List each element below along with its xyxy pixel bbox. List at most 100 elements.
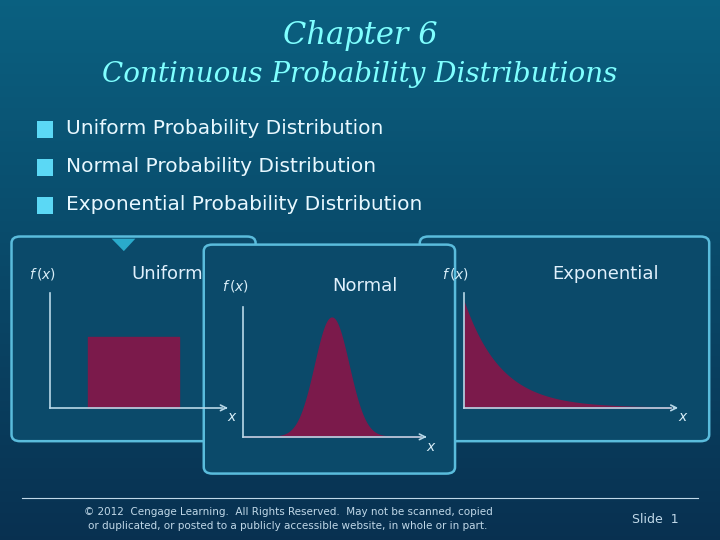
Bar [0, 57, 720, 59]
Bar [0, 80, 720, 82]
Bar [0, 188, 720, 190]
Bar [0, 498, 720, 500]
Bar [0, 266, 720, 268]
Bar [0, 89, 720, 91]
Bar [0, 261, 720, 264]
Bar [0, 344, 720, 346]
Bar [0, 363, 720, 365]
Bar [0, 181, 720, 184]
Bar [0, 411, 720, 414]
Bar [0, 171, 720, 173]
Bar [0, 319, 720, 321]
Bar [0, 401, 720, 403]
Bar [0, 399, 720, 401]
Bar [0, 417, 720, 420]
Bar [0, 74, 720, 76]
Bar [0, 274, 720, 276]
Bar [0, 40, 720, 42]
Bar [0, 338, 720, 340]
Bar [0, 487, 720, 489]
Bar [0, 403, 720, 405]
Bar [0, 441, 720, 443]
Bar [0, 369, 720, 372]
Bar [0, 308, 720, 310]
Bar [0, 93, 720, 95]
Bar [0, 173, 720, 175]
Bar [0, 230, 720, 232]
Bar [0, 323, 720, 325]
Bar [0, 82, 720, 84]
Bar [0, 303, 720, 306]
Text: Exponential: Exponential [552, 265, 659, 282]
Bar [0, 61, 720, 63]
Bar [0, 105, 720, 107]
Bar [0, 255, 720, 258]
Bar [0, 384, 720, 386]
Text: Normal: Normal [332, 276, 397, 295]
Bar [0, 306, 720, 308]
Bar [0, 477, 720, 479]
Text: $f\,(x)$: $f\,(x)$ [442, 266, 469, 282]
Bar [0, 65, 720, 68]
Bar [0, 525, 720, 528]
Bar [0, 237, 720, 238]
Bar [0, 420, 720, 422]
Bar [0, 133, 720, 135]
Bar [0, 12, 720, 15]
Bar [0, 331, 720, 333]
Bar [0, 30, 720, 32]
Bar [0, 407, 720, 409]
Bar [0, 102, 720, 103]
Bar [0, 350, 720, 352]
Bar [0, 312, 720, 314]
Bar [0, 68, 720, 70]
Bar [0, 186, 720, 188]
Text: © 2012  Cengage Learning.  All Rights Reserved.  May not be scanned, copied: © 2012 Cengage Learning. All Rights Rese… [84, 507, 492, 517]
Bar [0, 51, 720, 53]
Bar [0, 118, 720, 120]
Bar [0, 531, 720, 534]
Bar [0, 424, 720, 426]
Text: Uniform: Uniform [132, 265, 203, 282]
Bar [0, 17, 720, 19]
Bar [0, 394, 720, 396]
Bar [0, 0, 720, 2]
Bar [0, 536, 720, 538]
Bar [0, 200, 720, 202]
Bar [0, 466, 720, 468]
Bar [0, 512, 720, 515]
Bar [0, 253, 720, 255]
Bar [0, 198, 720, 200]
Bar [0, 190, 720, 192]
Bar [0, 163, 720, 165]
Bar [0, 165, 720, 167]
Bar [0, 258, 720, 259]
Bar [0, 302, 720, 303]
Bar [0, 11, 720, 12]
Bar [0, 95, 720, 97]
Text: Slide  1: Slide 1 [632, 513, 679, 526]
Bar [0, 21, 720, 23]
Bar [0, 196, 720, 198]
Bar [0, 15, 720, 17]
Bar [0, 500, 720, 502]
Bar [0, 53, 720, 55]
Bar [0, 240, 720, 242]
Bar [0, 144, 720, 146]
Text: Chapter 6: Chapter 6 [283, 19, 437, 51]
Bar [0, 507, 720, 508]
Bar [0, 416, 720, 417]
Bar [0, 192, 720, 194]
Bar [0, 215, 720, 217]
Bar [0, 405, 720, 407]
Bar [0, 361, 720, 363]
FancyBboxPatch shape [204, 245, 455, 474]
Polygon shape [112, 239, 135, 251]
Bar [0, 496, 720, 498]
Bar [0, 519, 720, 521]
Text: Uniform Probability Distribution: Uniform Probability Distribution [66, 119, 384, 138]
Bar [0, 538, 720, 540]
Bar [0, 472, 720, 475]
Bar [0, 175, 720, 177]
Bar [0, 129, 720, 131]
